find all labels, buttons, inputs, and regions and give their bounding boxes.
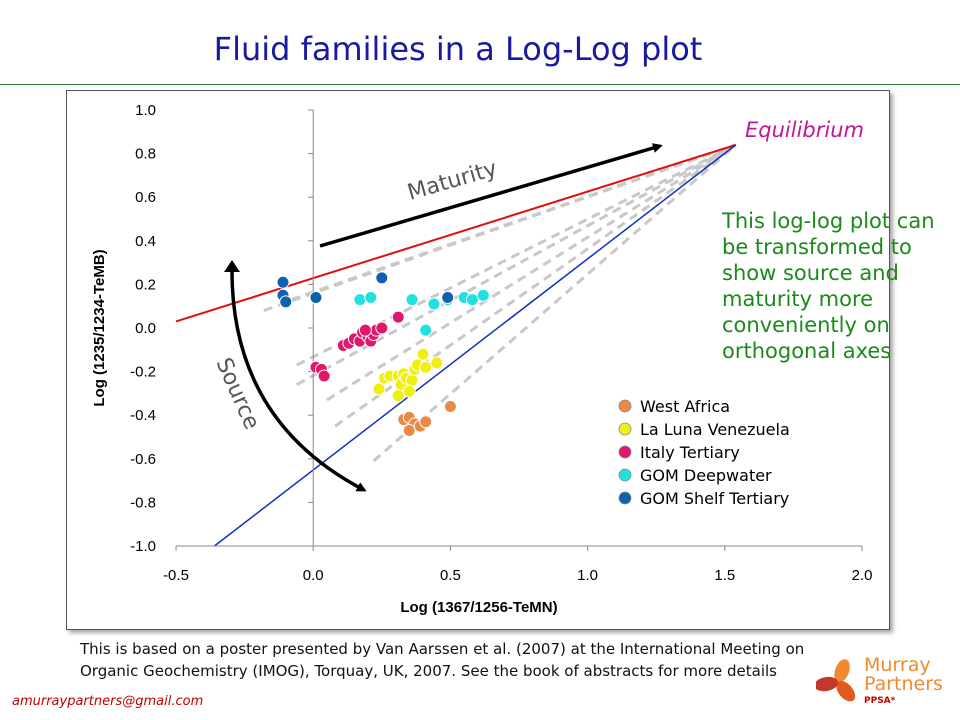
x-tick-label: -0.5 — [163, 567, 189, 584]
source-caption: This is based on a poster presented by V… — [80, 640, 805, 680]
x-axis-title: Log (1367/1256-TeMN) — [400, 599, 557, 616]
data-point-gom-shelf-tertiary — [441, 290, 455, 304]
y-tick-label: 1.0 — [135, 102, 156, 119]
y-tick-label: -1.0 — [130, 538, 156, 555]
legend-label: GOM Deepwater — [640, 466, 772, 485]
blue-reference-line — [213, 144, 737, 547]
legend-label: La Luna Venezuela — [640, 420, 790, 439]
source-arrow-head — [224, 260, 240, 272]
logo-text-line2: Partners — [864, 673, 943, 695]
data-point-la-luna-venezuela — [391, 389, 405, 403]
data-point-italy-tertiary — [358, 323, 372, 337]
y-tick-label: -0.2 — [130, 364, 156, 381]
data-point-la-luna-venezuela — [416, 347, 430, 361]
y-tick-label: 0.8 — [135, 146, 156, 163]
data-point-gom-deepwater — [405, 293, 419, 307]
slide-title: Fluid families in a Log-Log plot — [213, 30, 703, 68]
chart-frame — [66, 90, 890, 630]
data-point-gom-shelf-tertiary — [276, 275, 290, 289]
data-point-italy-tertiary — [375, 321, 389, 335]
data-point-italy-tertiary — [317, 369, 331, 383]
y-tick-label: 0.6 — [135, 189, 156, 206]
data-point-gom-deepwater — [427, 297, 441, 311]
data-point-la-luna-venezuela — [402, 384, 416, 398]
legend-label: West Africa — [640, 397, 730, 416]
y-tick-label: -0.8 — [130, 494, 156, 511]
data-point-west-africa — [419, 415, 433, 429]
data-point-gom-shelf-tertiary — [309, 290, 323, 304]
family-trend-line-4 — [326, 143, 737, 402]
x-tick-label: 0.5 — [440, 567, 461, 584]
source-arrow — [230, 265, 367, 492]
murray-partners-logo: Murray Partners PPSA* — [814, 654, 956, 712]
legend-marker — [618, 468, 632, 482]
x-tick-label: 2.0 — [852, 567, 873, 584]
legend-label: Italy Tertiary — [640, 443, 740, 462]
maturity-arrow — [319, 143, 663, 248]
logo-text-line1: Murray — [864, 654, 931, 676]
legend-marker — [618, 445, 632, 459]
family-trend-line-1 — [290, 143, 737, 302]
data-point-la-luna-venezuela — [430, 356, 444, 370]
title-divider — [0, 84, 960, 85]
y-tick-label: -0.6 — [130, 451, 156, 468]
data-point-la-luna-venezuela — [405, 373, 419, 387]
family-trend-line-3 — [296, 143, 737, 386]
data-point-gom-deepwater — [476, 288, 490, 302]
equilibrium-label: Equilibrium — [745, 118, 864, 142]
y-tick-label: 0.4 — [135, 233, 156, 250]
data-point-gom-deepwater — [419, 323, 433, 337]
logo-tagline: PPSA* — [864, 696, 896, 706]
data-point-gom-shelf-tertiary — [375, 271, 389, 285]
legend-marker — [618, 491, 632, 505]
y-tick-label: -0.4 — [130, 407, 156, 424]
side-note: This log-log plot can be transformed to … — [722, 209, 935, 363]
source-label: Source — [211, 354, 265, 433]
y-tick-label: 0.2 — [135, 276, 156, 293]
y-tick-label: 0.0 — [135, 320, 156, 337]
legend-label: GOM Shelf Tertiary — [640, 489, 789, 508]
data-point-la-luna-venezuela — [419, 360, 433, 374]
petal-logo-icon — [814, 659, 856, 702]
data-point-west-africa — [443, 399, 457, 413]
x-tick-label: 0.0 — [303, 567, 324, 584]
data-point-west-africa — [402, 423, 416, 437]
contact-email[interactable]: amurraypartners@gmail.com — [12, 694, 204, 709]
legend-marker — [618, 399, 632, 413]
data-point-gom-shelf-tertiary — [279, 295, 293, 309]
data-point-la-luna-venezuela — [372, 382, 386, 396]
data-point-gom-deepwater — [465, 293, 479, 307]
x-tick-label: 1.0 — [577, 567, 598, 584]
y-axis-title: Log (1235/1234-TeMB) — [91, 249, 108, 406]
data-point-gom-deepwater — [364, 290, 378, 304]
red-reference-line — [175, 143, 737, 323]
x-tick-label: 1.5 — [714, 567, 735, 584]
data-point-gom-deepwater — [353, 293, 367, 307]
family-trend-line-6 — [372, 143, 737, 463]
legend-marker — [618, 422, 632, 436]
data-point-italy-tertiary — [391, 310, 405, 324]
